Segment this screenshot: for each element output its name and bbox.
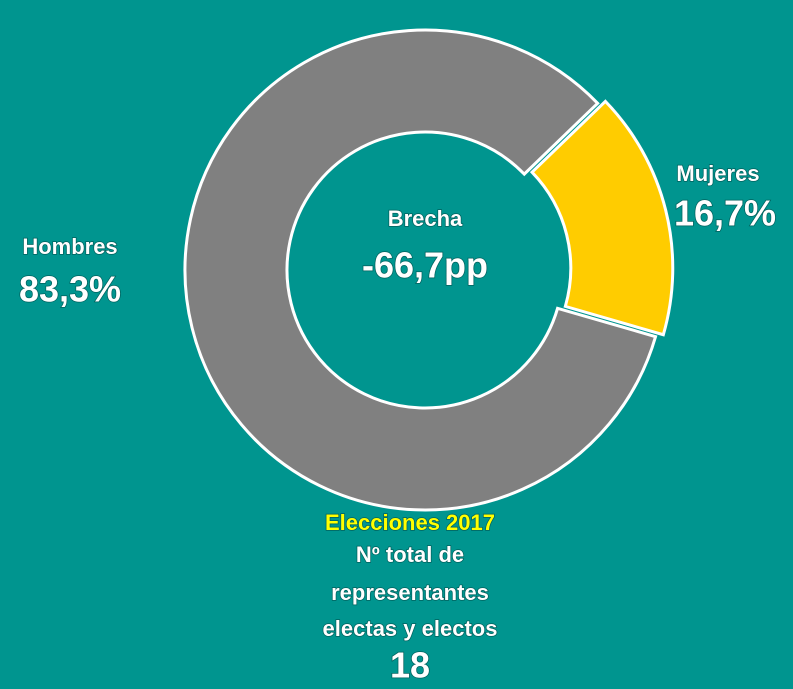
slice xyxy=(529,99,675,337)
subtitle: Elecciones 2017 xyxy=(325,510,495,535)
annotation: electas y electos xyxy=(323,616,498,641)
total: 18 xyxy=(390,645,430,686)
slice-value: 83,3% xyxy=(19,269,121,310)
slice-name: Mujeres xyxy=(676,161,759,186)
slice-value: 16,7% xyxy=(674,193,776,234)
slice xyxy=(183,28,658,512)
donut xyxy=(183,28,675,512)
center-title: Brecha xyxy=(388,206,463,231)
slice-name: Hombres xyxy=(22,234,117,259)
annotation: Nº total de xyxy=(356,542,464,567)
center-value: -66,7pp xyxy=(362,245,488,286)
annotation: representantes xyxy=(331,580,489,605)
